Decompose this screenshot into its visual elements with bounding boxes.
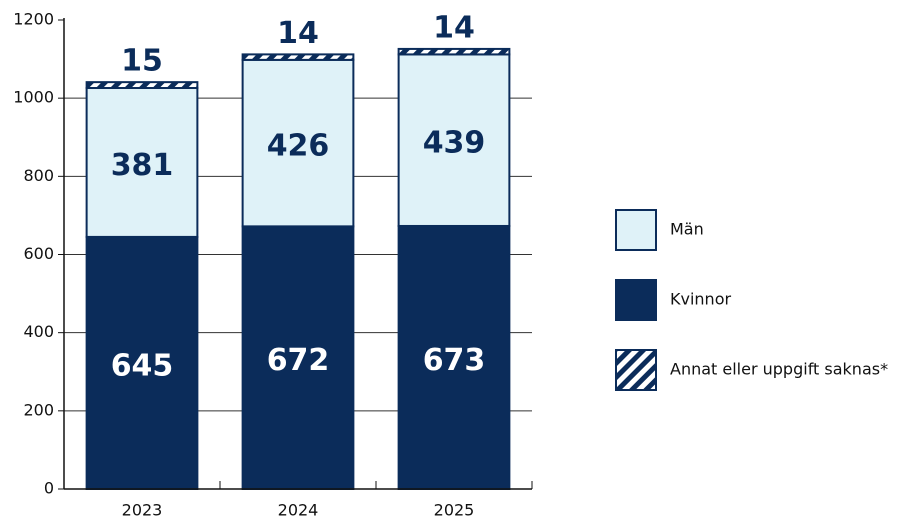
bar-segment [241,53,355,61]
y-tick-label: 200 [23,400,54,419]
y-tick-label: 800 [23,166,54,185]
legend-label: Annat eller uppgift saknas* [670,360,888,379]
y-tick-label: 600 [23,244,54,263]
bar-segment [397,224,511,490]
x-tick-label: 2025 [434,501,475,520]
value-label: 672 [267,343,330,378]
value-label: 645 [111,348,174,383]
bar-segment [85,235,199,490]
bar-segment [241,225,355,491]
bar-segment [241,58,355,228]
value-label: 381 [111,148,174,183]
value-label: 426 [267,129,330,164]
bar-segment [85,81,199,90]
value-label: 14 [277,16,319,51]
y-tick-label: 1000 [13,88,54,107]
x-tick-label: 2024 [278,501,319,520]
x-tick-label: 2023 [122,501,163,520]
value-label: 14 [433,10,475,45]
legend-swatch [615,209,657,251]
y-tick-label: 400 [23,322,54,341]
y-tick-label: 0 [44,479,54,498]
bar-segment [397,53,511,227]
legend-swatch [615,279,657,321]
legend-swatch [615,349,657,391]
value-label: 673 [423,343,486,378]
legend-label: Män [670,220,704,239]
bar-segment [397,47,511,56]
y-tick-label: 1200 [13,10,54,29]
legend-label: Kvinnor [670,290,731,309]
value-label: 439 [423,126,486,161]
value-label: 15 [121,44,163,79]
